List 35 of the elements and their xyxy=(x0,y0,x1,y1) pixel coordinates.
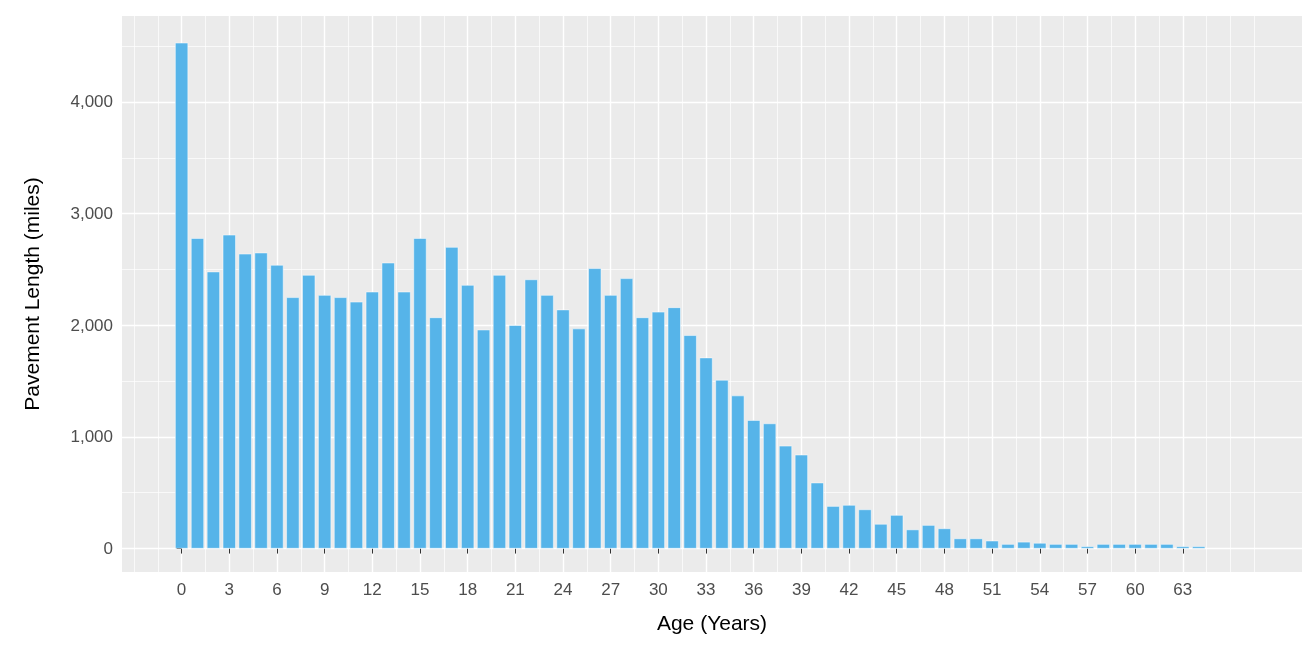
x-tick-label: 63 xyxy=(1173,580,1193,599)
x-tick-label: 18 xyxy=(458,580,478,599)
x-tick-label: 27 xyxy=(601,580,621,599)
x-tick-label: 12 xyxy=(362,580,382,599)
y-tick-label: 2,000 xyxy=(70,315,113,335)
x-tick-label: 36 xyxy=(744,580,764,599)
bar xyxy=(1128,544,1142,549)
x-tick-label: 30 xyxy=(648,580,668,599)
bar xyxy=(937,528,951,549)
x-tick-label: 21 xyxy=(505,580,525,599)
x-tick-label: 33 xyxy=(696,580,716,599)
x-tick-label: 3 xyxy=(224,580,235,599)
y-tick-label: 1,000 xyxy=(70,427,113,447)
x-tick-label: 57 xyxy=(1077,580,1097,599)
x-axis-title: Age (Years) xyxy=(656,611,768,634)
x-tick-label: 60 xyxy=(1125,580,1145,599)
x-tick-label: 39 xyxy=(791,580,811,599)
y-axis-title: Pavement Length (miles) xyxy=(20,177,43,411)
x-tick-label: 24 xyxy=(553,580,573,599)
bar xyxy=(985,540,999,549)
bar xyxy=(1033,542,1047,549)
x-tick-label: 51 xyxy=(982,580,1002,599)
bar xyxy=(842,505,856,549)
y-tick-label: 0 xyxy=(103,539,113,559)
x-tick-label: 48 xyxy=(934,580,954,599)
y-tick-label: 4,000 xyxy=(70,92,113,112)
x-tick-label: 15 xyxy=(410,580,430,599)
bar xyxy=(890,515,904,549)
x-tick-label: 0 xyxy=(176,580,187,599)
x-tick-label: 42 xyxy=(839,580,859,599)
x-tick-label: 45 xyxy=(887,580,907,599)
y-tick-label: 3,000 xyxy=(70,204,113,224)
x-tick-label: 9 xyxy=(319,580,330,599)
x-tick-label: 54 xyxy=(1030,580,1050,599)
x-tick-label: 6 xyxy=(272,580,282,599)
